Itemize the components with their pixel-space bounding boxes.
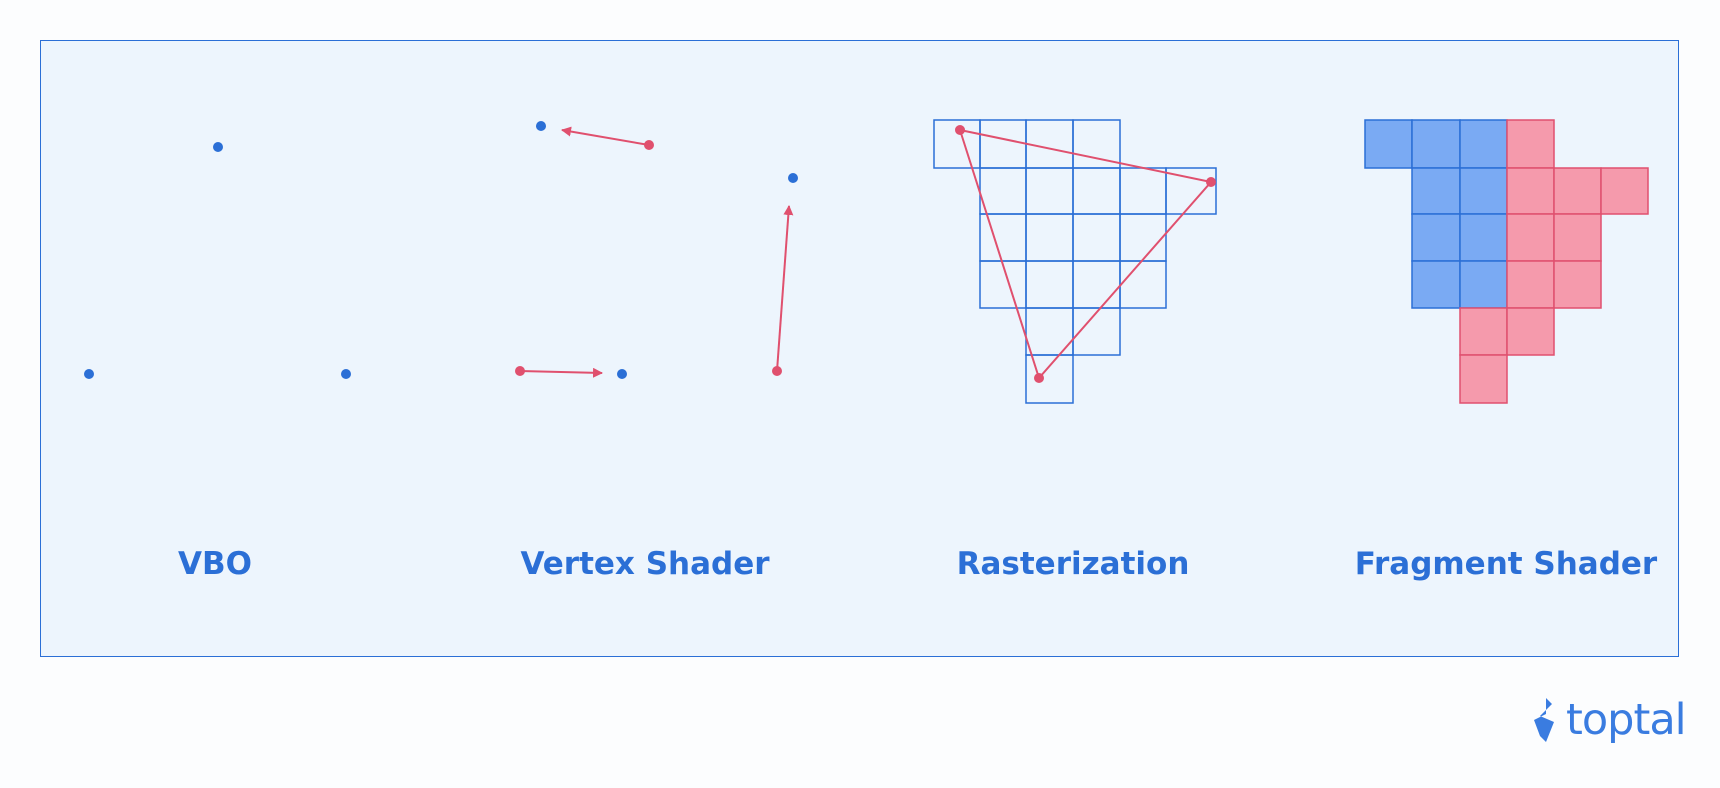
vertex-shader-move-right xyxy=(772,173,798,376)
toptal-mark-icon xyxy=(1534,698,1554,742)
vbo-panel xyxy=(84,142,351,379)
vertex-shader-panel xyxy=(515,121,798,379)
vertex-target-point xyxy=(536,121,546,131)
stage-label-vertex-shader: Vertex Shader xyxy=(520,546,770,582)
vertex-shader-move-left xyxy=(515,366,627,379)
logo-wordmark: toptal xyxy=(1566,694,1687,745)
vbo-vertex-top xyxy=(213,142,223,152)
vertex-target-point xyxy=(788,173,798,183)
toptal-logo[interactable]: toptal xyxy=(1528,694,1687,745)
fragment-pink-cells xyxy=(1459,119,1649,404)
fragment-blue-cells xyxy=(1364,119,1508,309)
vbo-vertex-left xyxy=(84,369,94,379)
vertex-source-point xyxy=(644,140,654,150)
vertex-target-point xyxy=(617,369,627,379)
fragment-shader-panel xyxy=(1364,119,1649,404)
triangle-vertex xyxy=(1034,373,1044,383)
vertex-shader-move-top xyxy=(536,121,654,150)
stage-label-fragment-shader: Fragment Shader xyxy=(1354,546,1658,582)
stage-label-vbo: VBO xyxy=(178,546,252,582)
raster-grid xyxy=(933,119,1217,404)
vertex-source-point xyxy=(772,366,782,376)
stage-label-rasterization: Rasterization xyxy=(956,546,1190,582)
triangle-vertex xyxy=(955,125,965,135)
vertex-source-point xyxy=(515,366,525,376)
vbo-vertex-right xyxy=(341,369,351,379)
triangle-vertex xyxy=(1206,177,1216,187)
raster-triangle xyxy=(955,125,1216,383)
rasterization-panel xyxy=(933,119,1217,404)
